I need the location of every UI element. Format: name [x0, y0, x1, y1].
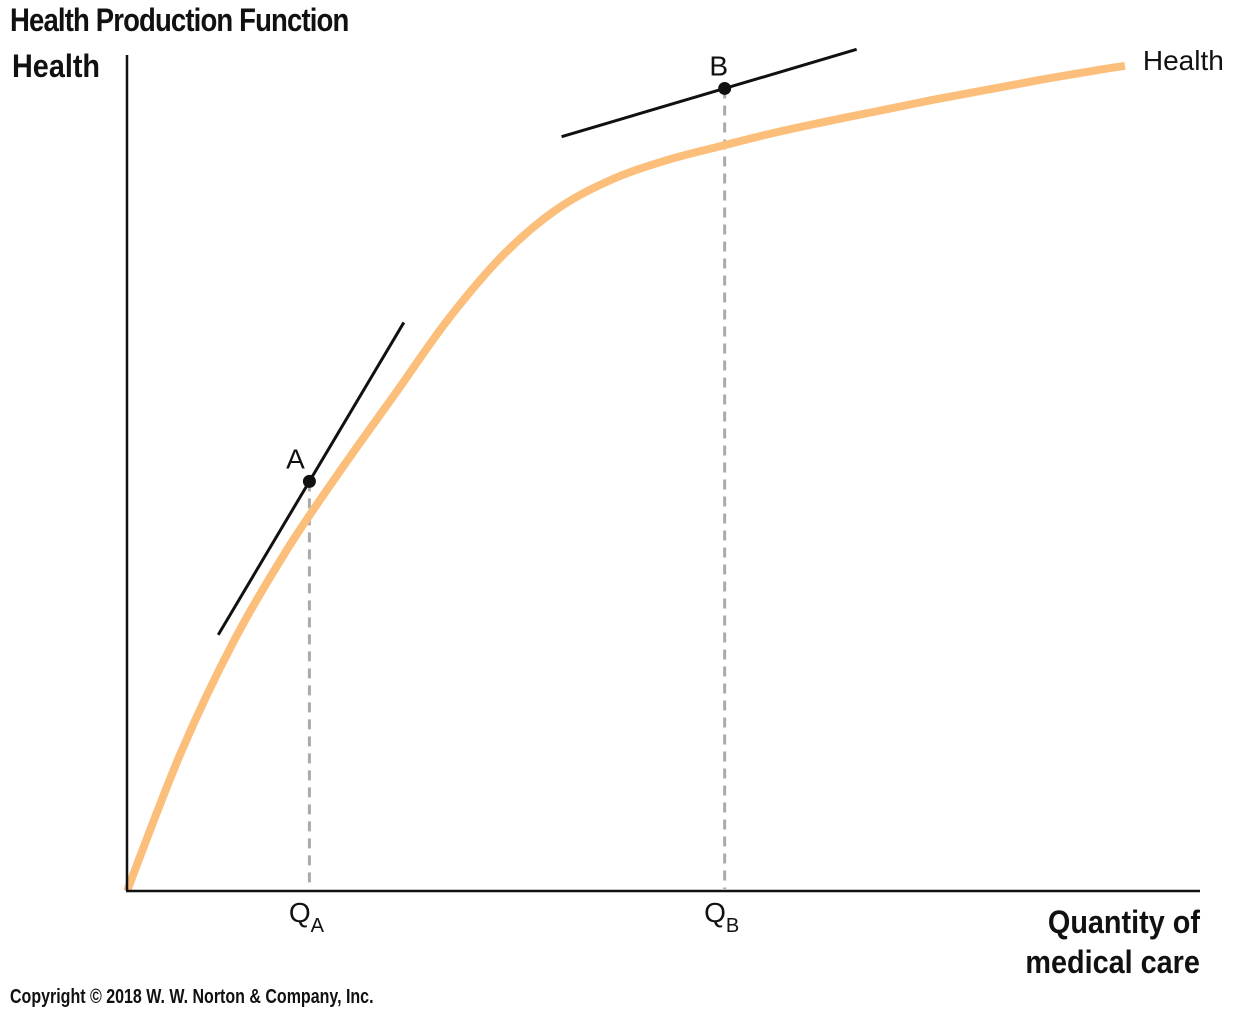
point-label-a: A	[286, 443, 305, 474]
chart-title: Health Production Function	[10, 2, 349, 38]
series-label-health: Health	[1143, 45, 1224, 76]
x-tick-label-qb: QB	[704, 897, 739, 937]
point-label-b: B	[709, 50, 728, 81]
curve-layer	[123, 61, 1126, 893]
point-a	[302, 474, 316, 488]
x-tick-label-qa: QA	[289, 897, 325, 937]
x-axis-label: Quantity of medical care	[1025, 902, 1200, 982]
dashed-guides	[307, 88, 727, 889]
x-axis-label-line-2: medical care	[1025, 944, 1200, 980]
copyright-notice: Copyright © 2018 W. W. Norton & Company,…	[10, 986, 374, 1008]
point-markers	[302, 81, 732, 488]
tangent-line-b	[561, 47, 858, 139]
point-b	[718, 81, 732, 95]
health-curve	[123, 61, 1126, 893]
y-axis-label: Health	[12, 48, 101, 84]
x-axis-label-line-1: Quantity of	[1048, 904, 1200, 940]
axes	[125, 55, 1200, 893]
chart-labels: Health A B QA QB	[286, 45, 1224, 937]
